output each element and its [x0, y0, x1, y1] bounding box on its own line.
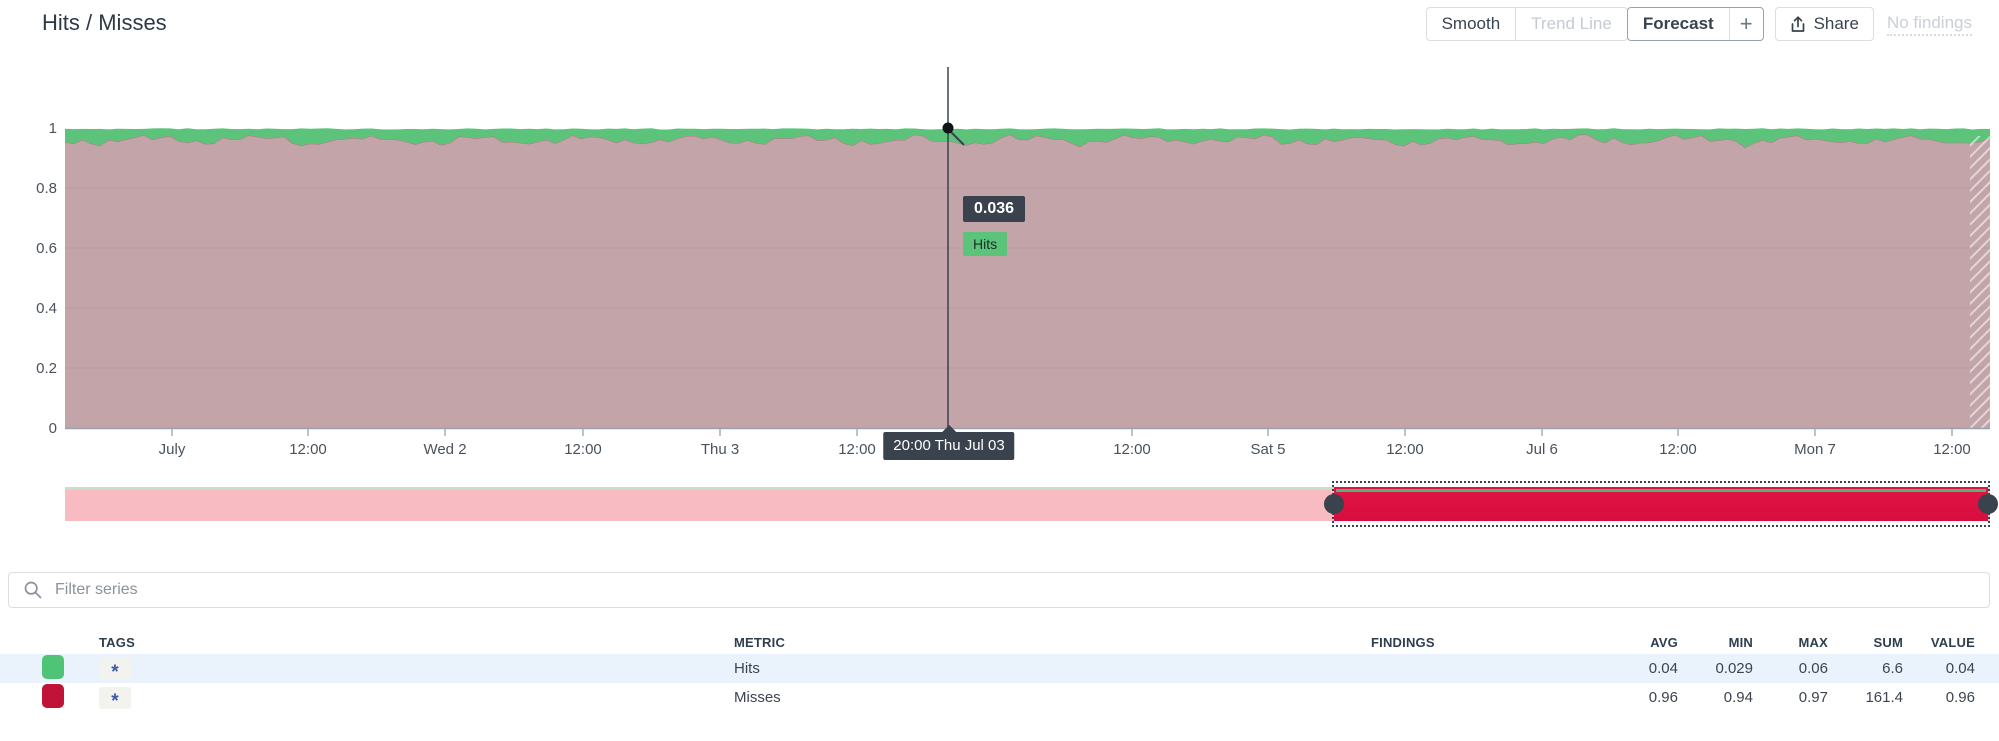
svg-text:12:00: 12:00 [289, 441, 327, 458]
value-cell: 0.96 [1945, 689, 1975, 706]
forecast-button[interactable]: Forecast [1642, 14, 1714, 33]
metric-cell: Hits [734, 660, 760, 677]
metric-cell: Misses [734, 689, 781, 706]
svg-text:0: 0 [49, 420, 57, 437]
col-header-min: MIN [1728, 634, 1753, 650]
col-header-value: VALUE [1930, 634, 1975, 650]
forecast-group: Forecast + [1626, 7, 1764, 41]
svg-text:Wed 2: Wed 2 [423, 441, 466, 458]
share-button[interactable]: Share [1774, 7, 1874, 41]
svg-text:12:00: 12:00 [838, 441, 876, 458]
filter-series-input[interactable] [8, 572, 1990, 608]
avg-cell: 0.96 [1648, 689, 1678, 706]
display-options-group: Smooth Trend Line [1425, 7, 1628, 41]
svg-text:Thu 3: Thu 3 [701, 441, 739, 458]
page-title: Hits / Misses [42, 10, 167, 35]
add-overlay-button[interactable]: + [1728, 8, 1763, 40]
svg-text:12:00: 12:00 [564, 441, 602, 458]
max-cell: 0.97 [1798, 689, 1828, 706]
no-findings-toggle[interactable]: No findings [1886, 13, 1972, 36]
table-row-misses[interactable]: * Misses 0.96 0.94 0.97 161.4 0.96 [0, 683, 1999, 712]
timeline-brush-track[interactable] [65, 481, 1998, 527]
share-button-label: Share [1813, 14, 1859, 33]
col-header-findings: FINDINGS [1371, 634, 1435, 650]
trend-line-button[interactable]: Trend Line [1515, 8, 1627, 40]
svg-text:12:00: 12:00 [1386, 441, 1424, 458]
series-color-swatch [42, 683, 64, 708]
min-cell: 0.029 [1715, 660, 1753, 677]
col-header-tags: TAGS [99, 634, 135, 650]
sum-cell: 161.4 [1865, 689, 1903, 706]
stacked-area-plot[interactable]: July 12:00 Wed 2 12:00 Thu 3 12:00 12:00 Sat 5 1… [0, 55, 1999, 475]
svg-text:July: July [159, 441, 186, 458]
filter-series-container [8, 572, 1990, 608]
svg-text:1: 1 [49, 120, 57, 137]
col-header-sum: SUM [1873, 634, 1903, 650]
misses-area [65, 134, 1990, 428]
svg-text:12:00: 12:00 [1659, 441, 1697, 458]
min-cell: 0.94 [1723, 689, 1753, 706]
col-header-avg: AVG [1650, 634, 1678, 650]
svg-text:Sat 5: Sat 5 [1250, 441, 1285, 458]
brush-handle-right[interactable] [1977, 494, 1998, 514]
svg-text:0.4: 0.4 [36, 300, 57, 317]
hover-point [942, 122, 954, 134]
svg-text:Jul 6: Jul 6 [1526, 441, 1558, 458]
brush-handle-left[interactable] [1323, 494, 1344, 514]
svg-text:0.2: 0.2 [36, 360, 57, 377]
svg-text:12:00: 12:00 [1933, 441, 1971, 458]
col-header-max: MAX [1798, 634, 1828, 650]
table-row-hits[interactable]: * Hits 0.04 0.029 0.06 6.6 0.04 [0, 654, 1999, 683]
hover-time-badge: 20:00 Thu Jul 03 [883, 425, 1015, 460]
series-color-swatch [42, 654, 64, 679]
tag-pill[interactable]: * [99, 686, 131, 711]
svg-text:12:00: 12:00 [1113, 441, 1151, 458]
tooltip-leader-line [949, 130, 965, 146]
hover-tooltip-series-chip: Hits [963, 232, 1008, 256]
hover-tooltip-value: 0.036 [963, 196, 1026, 222]
smooth-button[interactable]: Smooth [1441, 14, 1501, 33]
forecast-hatch [1970, 136, 1990, 428]
hits-area [65, 128, 1990, 148]
chart-toolbar: Smooth Trend Line Forecast + Share No fi… [1425, 6, 1972, 42]
series-table-header: TAGS METRIC FINDINGS AVG MIN MAX SUM VAL… [0, 630, 1999, 654]
avg-cell: 0.04 [1648, 660, 1678, 677]
tag-pill[interactable]: * [99, 657, 131, 682]
col-header-metric: METRIC [734, 634, 786, 650]
hits-misses-chart[interactable]: July 12:00 Wed 2 12:00 Thu 3 12:00 12:00 Sat 5 1… [0, 55, 1999, 475]
max-cell: 0.06 [1798, 660, 1828, 677]
share-icon [1790, 15, 1806, 33]
timeline-brush-selection[interactable] [1323, 481, 1998, 527]
svg-text:0.6: 0.6 [36, 240, 57, 257]
series-table: TAGS METRIC FINDINGS AVG MIN MAX SUM VAL… [0, 630, 1999, 712]
value-cell: 0.04 [1945, 660, 1975, 677]
svg-text:0.8: 0.8 [36, 180, 57, 197]
svg-text:Mon 7: Mon 7 [1794, 441, 1836, 458]
sum-cell: 6.6 [1882, 660, 1903, 677]
